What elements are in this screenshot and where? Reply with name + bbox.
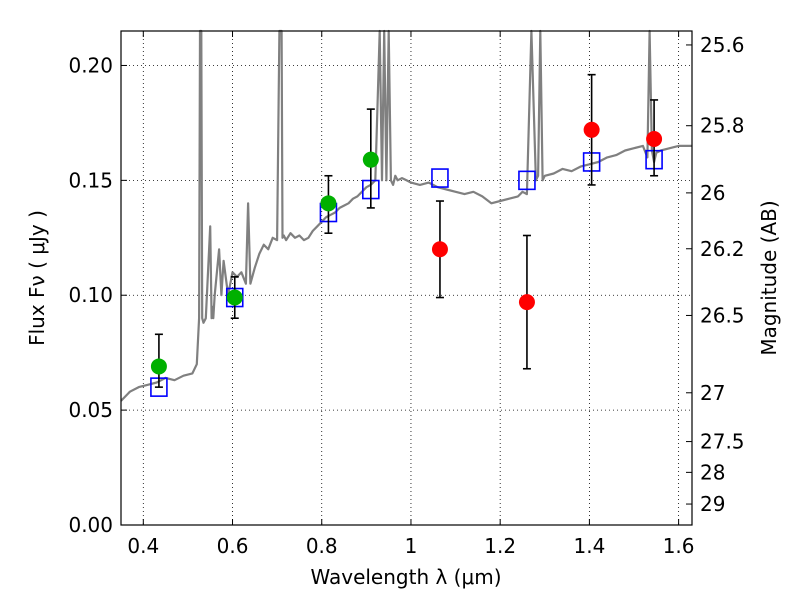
model-spectrum-line [120, 29, 692, 402]
x-axis: 0.4 0.6 0.8 1 1.2 1.4 1.6 [127, 31, 695, 558]
y-axis-label: Flux Fν ( μJy ) [25, 210, 49, 346]
y-tick-label: 0.15 [68, 168, 113, 192]
observed-flux-point [431, 241, 448, 258]
observed-flux-point [518, 294, 535, 311]
y2-tick-label: 26 [700, 181, 725, 205]
y-axis: 0.00 0.05 0.10 0.15 0.20 [68, 53, 127, 537]
y-tick-label: 0.20 [68, 53, 113, 77]
observed-flux-point [320, 195, 337, 212]
x-tick-label: 1 [405, 534, 418, 558]
x-tick-label: 0.8 [306, 534, 338, 558]
model-flux-square [431, 168, 449, 188]
model-flux-square [518, 170, 536, 191]
y2-tick-label: 26.2 [700, 237, 745, 261]
x-tick-label: 1.4 [573, 534, 605, 558]
observed-flux-point [362, 151, 379, 168]
observed-flux-point [583, 121, 600, 138]
y-tick-label: 0.10 [68, 283, 113, 307]
observed-flux-point [150, 358, 167, 375]
observed-flux-point [646, 130, 663, 147]
plot-area [120, 29, 692, 402]
plot-frame [120, 30, 693, 526]
x-tick-label: 1.2 [484, 534, 516, 558]
x-axis-label: Wavelength λ (μm) [310, 565, 501, 589]
y2-axis-label: Magnitude (AB) [757, 200, 781, 355]
observed-flux-point [226, 289, 243, 306]
x-tick-label: 0.4 [127, 534, 159, 558]
x-tick-label: 1.6 [663, 534, 695, 558]
y-tick-label: 0.00 [68, 513, 113, 537]
y2-tick-label: 27 [700, 381, 725, 405]
y2-tick-label: 25.8 [700, 114, 745, 138]
y-tick-label: 0.05 [68, 398, 113, 422]
y2-axis: 25.6 25.8 26 26.2 26.5 27 27.5 28 29 [686, 33, 745, 516]
y2-tick-label: 29 [700, 492, 725, 516]
y2-tick-label: 26.5 [700, 303, 745, 327]
y2-tick-label: 25.6 [700, 33, 745, 57]
y2-tick-label: 27.5 [700, 430, 745, 454]
x-tick-label: 0.6 [217, 534, 249, 558]
y2-tick-label: 28 [700, 460, 725, 484]
